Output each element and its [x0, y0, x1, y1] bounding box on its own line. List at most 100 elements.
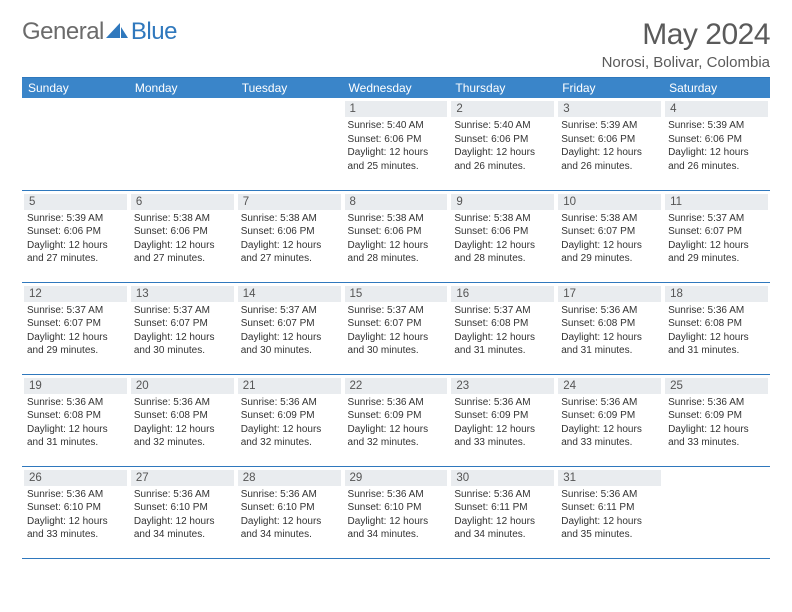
calendar-cell: 3Sunrise: 5:39 AMSunset: 6:06 PMDaylight…: [556, 98, 663, 190]
day-number: 13: [131, 286, 234, 302]
header: General Blue May 2024 Norosi, Bolivar, C…: [22, 18, 770, 71]
sunrise-text: Sunrise: 5:40 AM: [451, 119, 554, 133]
sunrise-text: Sunrise: 5:36 AM: [345, 396, 448, 410]
sunrise-text: Sunrise: 5:36 AM: [558, 304, 661, 318]
calendar-cell: 14 Sunrise: 5:37 AMSunset: 6:07 PMDayligh…: [236, 282, 343, 374]
calendar-cell: 2Sunrise: 5:40 AMSunset: 6:06 PMDaylight…: [449, 98, 556, 190]
calendar-week-row: 1Sunrise: 5:40 AMSunset: 6:06 PMDaylight…: [22, 98, 770, 190]
sunset-text: Sunset: 6:06 PM: [665, 133, 768, 147]
sunrise-text: Sunrise: 5:36 AM: [238, 488, 341, 502]
sunset-text: Sunset: 6:07 PM: [24, 317, 127, 331]
day-number: 4: [665, 101, 768, 117]
day-number: 15: [345, 286, 448, 302]
day-number: 12: [24, 286, 127, 302]
sunset-text: Sunset: 6:07 PM: [665, 225, 768, 239]
calendar-cell: 7Sunrise: 5:38 AMSunset: 6:06 PMDaylight…: [236, 190, 343, 282]
day-number: 7: [238, 194, 341, 210]
day-number: 22: [345, 378, 448, 394]
daylight-text: Daylight: 12 hours and 27 minutes.: [24, 239, 127, 266]
calendar-cell: [236, 98, 343, 190]
daylight-text: Daylight: 12 hours and 26 minutes.: [665, 146, 768, 173]
sunrise-text: Sunrise: 5:38 AM: [131, 212, 234, 226]
daylight-text: Daylight: 12 hours and 32 minutes.: [238, 423, 341, 450]
day-number: 11: [665, 194, 768, 210]
logo-word1: General: [22, 18, 104, 46]
daylight-text: Daylight: 12 hours and 29 minutes.: [24, 331, 127, 358]
calendar-table: Sunday Monday Tuesday Wednesday Thursday…: [22, 77, 770, 559]
sunrise-text: Sunrise: 5:37 AM: [345, 304, 448, 318]
day-number: 17: [558, 286, 661, 302]
daylight-text: Daylight: 12 hours and 34 minutes.: [451, 515, 554, 542]
calendar-cell: 29Sunrise: 5:36 AMSunset: 6:10 PMDayligh…: [343, 466, 450, 558]
sunrise-text: Sunrise: 5:39 AM: [665, 119, 768, 133]
sunrise-text: Sunrise: 5:36 AM: [665, 396, 768, 410]
calendar-cell: 13Sunrise: 5:37 AMSunset: 6:07 PMDayligh…: [129, 282, 236, 374]
sunset-text: Sunset: 6:07 PM: [238, 317, 341, 331]
daylight-text: Daylight: 12 hours and 32 minutes.: [345, 423, 448, 450]
calendar-cell: 8Sunrise: 5:38 AMSunset: 6:06 PMDaylight…: [343, 190, 450, 282]
daylight-text: Daylight: 12 hours and 34 minutes.: [345, 515, 448, 542]
daylight-text: Daylight: 12 hours and 33 minutes.: [665, 423, 768, 450]
calendar-cell: 26Sunrise: 5:36 AMSunset: 6:10 PMDayligh…: [22, 466, 129, 558]
sunset-text: Sunset: 6:10 PM: [238, 501, 341, 515]
calendar-cell: 23Sunrise: 5:36 AMSunset: 6:09 PMDayligh…: [449, 374, 556, 466]
day-number: 23: [451, 378, 554, 394]
daylight-text: Daylight: 12 hours and 29 minutes.: [558, 239, 661, 266]
day-number: 5: [24, 194, 127, 210]
calendar-cell: 12 Sunrise: 5:37 AMSunset: 6:07 PMDayligh…: [22, 282, 129, 374]
logo-sail-icon: [106, 23, 128, 41]
calendar-cell: 10Sunrise: 5:38 AMSunset: 6:07 PMDayligh…: [556, 190, 663, 282]
sunset-text: Sunset: 6:10 PM: [131, 501, 234, 515]
day-number: 1: [345, 101, 448, 117]
sunrise-text: Sunrise: 5:36 AM: [665, 304, 768, 318]
sunrise-text: Sunrise: 5:37 AM: [131, 304, 234, 318]
calendar-cell: 22Sunrise: 5:36 AMSunset: 6:09 PMDayligh…: [343, 374, 450, 466]
day-number: 14: [238, 286, 341, 302]
day-number: 18: [665, 286, 768, 302]
day-number: 30: [451, 470, 554, 486]
day-number: [131, 101, 234, 105]
calendar-cell: 30Sunrise: 5:36 AMSunset: 6:11 PMDayligh…: [449, 466, 556, 558]
sunrise-text: Sunrise: 5:37 AM: [238, 304, 341, 318]
calendar-cell: 9Sunrise: 5:38 AMSunset: 6:06 PMDaylight…: [449, 190, 556, 282]
daylight-text: Daylight: 12 hours and 35 minutes.: [558, 515, 661, 542]
sunset-text: Sunset: 6:09 PM: [238, 409, 341, 423]
calendar-body: 1Sunrise: 5:40 AMSunset: 6:06 PMDaylight…: [22, 98, 770, 558]
day-number: 26: [24, 470, 127, 486]
month-title: May 2024: [602, 18, 770, 52]
sunset-text: Sunset: 6:08 PM: [24, 409, 127, 423]
sunset-text: Sunset: 6:08 PM: [451, 317, 554, 331]
daylight-text: Daylight: 12 hours and 33 minutes.: [558, 423, 661, 450]
day-number: 24: [558, 378, 661, 394]
daylight-text: Daylight: 12 hours and 31 minutes.: [451, 331, 554, 358]
sunset-text: Sunset: 6:06 PM: [131, 225, 234, 239]
sunrise-text: Sunrise: 5:37 AM: [451, 304, 554, 318]
day-number: 2: [451, 101, 554, 117]
calendar-cell: 11Sunrise: 5:37 AMSunset: 6:07 PMDayligh…: [663, 190, 770, 282]
sunrise-text: Sunrise: 5:36 AM: [558, 396, 661, 410]
daylight-text: Daylight: 12 hours and 30 minutes.: [238, 331, 341, 358]
day-number: [24, 101, 127, 105]
sunset-text: Sunset: 6:11 PM: [558, 501, 661, 515]
calendar-cell: 6Sunrise: 5:38 AMSunset: 6:06 PMDaylight…: [129, 190, 236, 282]
calendar-week-row: 19Sunrise: 5:36 AMSunset: 6:08 PMDayligh…: [22, 374, 770, 466]
day-number: 29: [345, 470, 448, 486]
day-number: 9: [451, 194, 554, 210]
sunrise-text: Sunrise: 5:38 AM: [345, 212, 448, 226]
sunset-text: Sunset: 6:09 PM: [558, 409, 661, 423]
sunrise-text: Sunrise: 5:37 AM: [24, 304, 127, 318]
daylight-text: Daylight: 12 hours and 27 minutes.: [238, 239, 341, 266]
sunset-text: Sunset: 6:06 PM: [238, 225, 341, 239]
daylight-text: Daylight: 12 hours and 26 minutes.: [451, 146, 554, 173]
sunset-text: Sunset: 6:06 PM: [558, 133, 661, 147]
day-number: 21: [238, 378, 341, 394]
calendar-week-row: 5Sunrise: 5:39 AMSunset: 6:06 PMDaylight…: [22, 190, 770, 282]
calendar-cell: [22, 98, 129, 190]
sunrise-text: Sunrise: 5:37 AM: [665, 212, 768, 226]
daylight-text: Daylight: 12 hours and 26 minutes.: [558, 146, 661, 173]
calendar-cell: 5Sunrise: 5:39 AMSunset: 6:06 PMDaylight…: [22, 190, 129, 282]
calendar-cell: 1Sunrise: 5:40 AMSunset: 6:06 PMDaylight…: [343, 98, 450, 190]
sunset-text: Sunset: 6:08 PM: [558, 317, 661, 331]
calendar-cell: 31Sunrise: 5:36 AMSunset: 6:11 PMDayligh…: [556, 466, 663, 558]
daylight-text: Daylight: 12 hours and 31 minutes.: [665, 331, 768, 358]
